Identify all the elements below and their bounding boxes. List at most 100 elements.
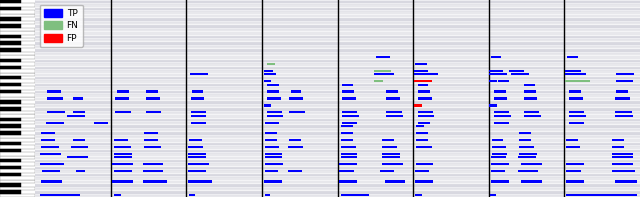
Bar bbox=[0, 176, 35, 180]
Bar bbox=[0, 34, 21, 38]
Bar bbox=[35, 169, 640, 173]
Bar bbox=[612, 163, 633, 165]
Bar bbox=[35, 21, 640, 24]
Bar bbox=[491, 180, 509, 183]
Bar bbox=[35, 128, 640, 131]
Bar bbox=[566, 146, 579, 148]
Bar bbox=[146, 111, 161, 113]
Bar bbox=[569, 111, 584, 113]
Bar bbox=[265, 163, 283, 165]
Bar bbox=[0, 21, 35, 24]
Bar bbox=[35, 69, 640, 72]
Bar bbox=[264, 70, 273, 72]
Bar bbox=[267, 90, 279, 93]
Bar bbox=[191, 122, 206, 124]
Bar bbox=[0, 135, 35, 138]
Bar bbox=[518, 156, 536, 158]
Bar bbox=[35, 86, 640, 90]
Bar bbox=[0, 38, 35, 42]
Bar bbox=[144, 146, 161, 148]
Bar bbox=[35, 111, 640, 114]
Bar bbox=[267, 63, 275, 65]
Bar bbox=[519, 146, 534, 148]
Bar bbox=[35, 176, 640, 180]
Bar bbox=[192, 90, 203, 93]
Bar bbox=[521, 180, 542, 183]
Bar bbox=[341, 139, 353, 141]
Bar bbox=[491, 156, 506, 158]
Bar bbox=[518, 170, 538, 172]
Bar bbox=[0, 104, 35, 107]
Bar bbox=[146, 97, 159, 100]
Bar bbox=[35, 180, 640, 183]
Bar bbox=[35, 80, 640, 83]
Bar bbox=[341, 132, 353, 134]
Bar bbox=[190, 73, 208, 75]
Bar bbox=[569, 97, 583, 100]
Bar bbox=[35, 114, 640, 117]
Bar bbox=[35, 166, 640, 169]
Bar bbox=[35, 48, 640, 52]
Bar bbox=[493, 115, 511, 117]
Bar bbox=[416, 125, 424, 127]
Bar bbox=[40, 194, 81, 196]
Bar bbox=[0, 7, 21, 10]
Bar bbox=[413, 70, 428, 72]
Bar bbox=[35, 183, 640, 187]
Bar bbox=[413, 104, 422, 107]
Bar bbox=[565, 70, 581, 72]
Bar bbox=[0, 90, 21, 93]
Bar bbox=[0, 100, 21, 104]
Bar bbox=[191, 115, 206, 117]
Bar bbox=[114, 153, 132, 155]
Bar bbox=[188, 180, 212, 183]
Bar bbox=[341, 146, 356, 148]
Bar bbox=[191, 111, 206, 113]
Bar bbox=[289, 139, 301, 141]
Bar bbox=[35, 52, 640, 55]
Bar bbox=[339, 170, 355, 172]
Bar bbox=[35, 10, 640, 14]
Bar bbox=[524, 111, 539, 113]
Bar bbox=[40, 163, 64, 165]
Bar bbox=[524, 97, 537, 100]
Bar bbox=[35, 163, 640, 166]
Bar bbox=[418, 97, 432, 100]
Bar bbox=[144, 132, 158, 134]
Bar bbox=[188, 146, 203, 148]
Bar bbox=[0, 149, 21, 152]
Bar bbox=[489, 80, 497, 82]
Bar bbox=[342, 84, 353, 86]
Bar bbox=[0, 80, 35, 83]
Bar bbox=[0, 173, 21, 176]
Bar bbox=[374, 70, 391, 72]
Bar bbox=[612, 153, 633, 155]
Bar bbox=[418, 115, 435, 117]
Bar bbox=[0, 69, 35, 72]
Bar bbox=[35, 24, 640, 28]
Bar bbox=[289, 111, 305, 113]
Bar bbox=[264, 180, 282, 183]
Bar bbox=[35, 31, 640, 34]
Bar bbox=[35, 149, 640, 152]
Bar bbox=[614, 111, 632, 113]
Bar bbox=[519, 153, 537, 155]
Bar bbox=[489, 104, 497, 107]
Bar bbox=[0, 180, 35, 183]
Bar bbox=[35, 107, 640, 111]
Bar bbox=[0, 155, 35, 159]
Bar bbox=[491, 170, 505, 172]
Bar bbox=[519, 132, 531, 134]
Bar bbox=[493, 97, 507, 100]
Bar bbox=[35, 0, 640, 4]
Bar bbox=[386, 111, 402, 113]
Bar bbox=[35, 66, 640, 69]
Bar bbox=[0, 28, 35, 31]
Bar bbox=[144, 139, 158, 141]
Bar bbox=[0, 128, 35, 131]
Bar bbox=[35, 97, 640, 100]
Bar bbox=[413, 73, 438, 75]
Bar bbox=[374, 80, 383, 82]
Bar bbox=[566, 170, 580, 172]
Bar bbox=[524, 115, 541, 117]
